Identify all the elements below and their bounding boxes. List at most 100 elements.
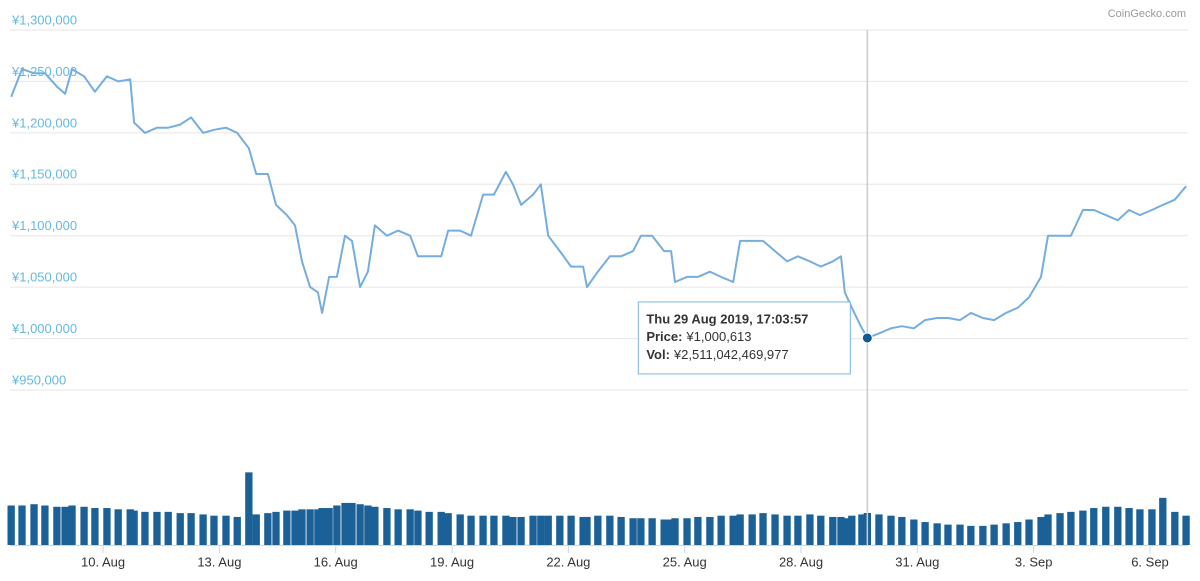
volume-bar	[567, 515, 575, 545]
volume-bar	[502, 515, 510, 545]
volume-bar	[1136, 509, 1144, 545]
y-tick-label: ¥1,050,000	[11, 270, 77, 285]
volume-bar	[414, 510, 422, 545]
volume-bar	[264, 513, 272, 545]
volume-bar	[783, 515, 791, 545]
volume-bar	[706, 516, 714, 545]
volume-bar	[817, 515, 825, 545]
volume-bar	[490, 515, 498, 545]
volume-bar	[979, 525, 987, 545]
volume-bar	[318, 508, 326, 545]
x-tick-label: 16. Aug	[314, 554, 358, 569]
price-line	[10, 68, 1187, 339]
volume-bar	[583, 516, 591, 545]
volume-bar	[729, 515, 737, 545]
volume-bar	[53, 506, 61, 545]
volume-bar	[956, 524, 964, 545]
volume-bar	[837, 516, 845, 545]
tooltip-box	[637, 301, 851, 375]
volume-bar	[1102, 506, 1110, 545]
x-tick-label: 25. Aug	[663, 554, 707, 569]
volume-bar	[272, 511, 280, 545]
volume-bar	[245, 472, 253, 545]
volume-bar	[298, 509, 306, 545]
tooltip: Thu 29 Aug 2019, 17:03:57 Price: ¥1,000,61…	[637, 301, 851, 375]
volume-bar	[130, 510, 138, 545]
y-tick-label: ¥1,100,000	[11, 218, 77, 233]
volume-bar	[544, 515, 552, 545]
tooltip-row: Price: ¥1,000,613	[646, 329, 751, 344]
volume-bar	[114, 509, 122, 545]
volume-bar	[629, 518, 637, 545]
volume-bar	[748, 514, 756, 545]
volume-bar	[164, 511, 172, 545]
y-tick-label: ¥1,250,000	[11, 64, 77, 79]
volume-bar	[594, 515, 602, 545]
volume-bar	[736, 514, 744, 545]
volume-bar	[333, 505, 341, 545]
volume-bar	[898, 516, 906, 545]
volume-bar	[314, 509, 322, 545]
volume-bar	[1171, 511, 1179, 545]
volume-bar	[875, 514, 883, 545]
volume-bar	[444, 513, 452, 545]
volume-bar	[556, 515, 564, 545]
volume-bar	[437, 511, 445, 545]
tooltip-value: ¥1,000,613	[685, 329, 751, 344]
volume-bar	[1014, 522, 1022, 545]
volume-bar	[176, 513, 184, 545]
volume-bar	[887, 515, 895, 545]
volume-bar	[80, 506, 88, 545]
volume-bar	[394, 509, 402, 545]
volume-bar	[1025, 519, 1033, 545]
volume-bar	[283, 510, 291, 545]
volume-bar	[252, 514, 260, 545]
volume-bar	[425, 511, 433, 545]
volume-bar	[126, 509, 134, 545]
volume-bar	[933, 523, 941, 545]
volume-bar	[648, 518, 656, 545]
volume-bar	[61, 506, 69, 545]
tooltip-row: Vol: ¥2,511,042,469,977	[646, 347, 788, 362]
hover-point	[861, 332, 873, 344]
volume-bar	[153, 511, 161, 545]
credit: CoinGecko.com	[1108, 8, 1186, 20]
volume-bar	[517, 516, 525, 545]
volume-bar	[1182, 515, 1190, 545]
volume-bar	[1090, 508, 1098, 545]
volume-bar	[233, 516, 241, 545]
volume-bar	[68, 505, 76, 545]
volume-bar	[7, 505, 15, 545]
volume-bar	[841, 518, 849, 545]
x-tick-label: 10. Aug	[81, 554, 125, 569]
volume-bar	[187, 513, 195, 545]
x-tick-label: 6. Sep	[1131, 554, 1169, 569]
volume-bar	[1125, 508, 1133, 545]
volume-bar	[371, 506, 379, 545]
volume-bar	[617, 516, 625, 545]
volume-bar	[717, 515, 725, 545]
tooltip-value: ¥2,511,042,469,977	[673, 347, 789, 362]
volume-bar	[1044, 514, 1052, 545]
volume-bar	[356, 504, 364, 545]
volume-bar	[759, 513, 767, 545]
volume-bar	[479, 515, 487, 545]
volume-bar	[1056, 513, 1064, 545]
volume-bar	[806, 514, 814, 545]
volume-bar	[771, 514, 779, 545]
volume-bar	[683, 518, 691, 545]
volume-bar	[921, 522, 929, 545]
volume-bar	[1159, 497, 1167, 545]
volume-bar	[291, 510, 299, 545]
y-tick-label: ¥1,200,000	[11, 115, 77, 130]
y-tick-label: ¥1,300,000	[11, 12, 77, 27]
x-tick-label: 31. Aug	[895, 554, 939, 569]
volume-bar	[848, 515, 856, 545]
volume-bar	[1067, 511, 1075, 545]
volume-bar	[210, 515, 218, 545]
volume-bar	[667, 519, 675, 545]
volume-bar	[1079, 510, 1087, 545]
volume-bar	[141, 511, 149, 545]
volume-bar	[199, 514, 207, 545]
